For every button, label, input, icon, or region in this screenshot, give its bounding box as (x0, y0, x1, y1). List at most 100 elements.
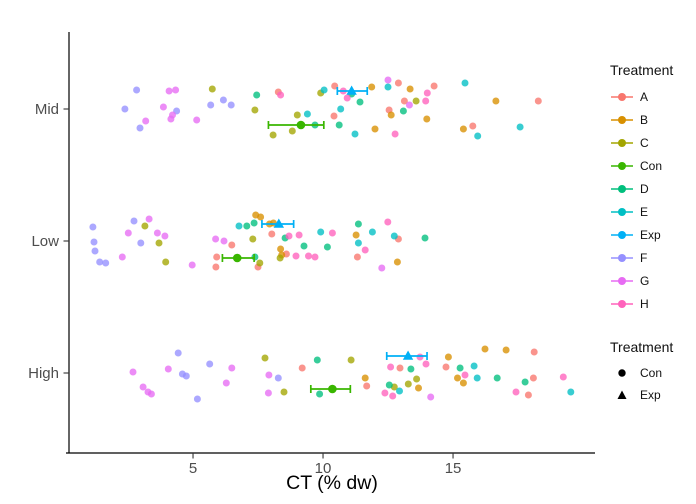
data-point-A (430, 82, 438, 90)
data-point-C (208, 85, 216, 93)
data-point-B (361, 374, 369, 382)
y-tick-label-low: Low (31, 233, 59, 250)
data-point-G (212, 235, 220, 243)
data-point-B (393, 258, 401, 266)
legend-item-con: Con (610, 154, 696, 177)
legend-key-pointrange-icon (611, 161, 633, 170)
data-point-E (473, 374, 481, 382)
data-point-G (264, 389, 272, 397)
data-point-H (305, 252, 312, 260)
x-axis-title: CT (% dw) (286, 472, 378, 494)
data-point-G (222, 379, 230, 387)
data-point-F (90, 238, 98, 246)
legend-item-label: D (640, 181, 649, 196)
data-point-H (512, 388, 520, 396)
y-tick-label-high: High (28, 365, 59, 382)
data-point-H (387, 363, 395, 371)
data-point-D (421, 234, 429, 242)
data-point-G (405, 101, 413, 109)
data-point-H (311, 253, 319, 261)
data-point-H (277, 91, 285, 99)
shape-legend-item-exp: Exp (610, 384, 696, 406)
data-point-G (161, 232, 169, 240)
data-point-H (391, 130, 399, 138)
data-point-G (169, 111, 176, 119)
data-point-E (461, 79, 469, 87)
x-tick-label: 5 (189, 460, 197, 477)
data-point-F (137, 239, 145, 247)
legend-item-label: B (640, 112, 649, 127)
data-point-F (96, 258, 104, 266)
data-point-B (459, 125, 467, 133)
data-point-D (335, 121, 343, 129)
data-point-A (524, 391, 532, 399)
legend-key-pointrange-icon (611, 276, 633, 285)
data-point-A (534, 97, 542, 105)
data-point-B (371, 125, 379, 133)
data-point-H (292, 252, 300, 260)
data-point-G (145, 215, 153, 223)
data-point-D (399, 107, 407, 115)
data-point-E (390, 232, 398, 240)
y-tick-label-mid: Mid (35, 101, 59, 118)
data-point-G (147, 390, 155, 398)
data-point-B (277, 245, 285, 253)
data-point-E (317, 228, 325, 236)
data-point-G (139, 383, 147, 391)
data-point-F (227, 101, 235, 109)
legend-item-label: H (640, 296, 649, 311)
legend-item-a: A (610, 85, 696, 108)
data-point-H (559, 373, 567, 381)
data-point-A (330, 112, 338, 120)
data-point-G (220, 237, 228, 245)
legend-item-label: F (640, 250, 648, 265)
color-legend-items: A B C Con D E Exp F G H (610, 85, 696, 315)
data-point-F (91, 247, 99, 255)
data-point-B (459, 379, 467, 387)
data-point-G (164, 365, 172, 373)
data-point-G (427, 393, 435, 401)
data-point-C (256, 259, 264, 267)
data-point-C (280, 388, 288, 396)
data-point-B (257, 213, 265, 221)
data-point-F (102, 259, 110, 267)
data-point-E (567, 388, 575, 396)
data-point-A (331, 82, 339, 90)
data-point-G (384, 76, 392, 84)
legend-item-d: D (610, 177, 696, 200)
legend-item-label: Exp (640, 227, 661, 242)
data-point-D (253, 91, 261, 99)
data-point-A (363, 382, 371, 390)
data-point-H (461, 371, 469, 379)
data-point-G (188, 261, 196, 269)
color-legend-title: Treatment (610, 62, 674, 78)
shape-legend-items: Con Exp (610, 362, 696, 406)
data-point-A (212, 263, 220, 271)
data-point-E (320, 86, 328, 94)
data-point-G (378, 264, 386, 272)
data-point-D (323, 243, 331, 251)
data-point-G (172, 86, 180, 94)
data-point-F (207, 101, 215, 109)
legend-item-b: B (610, 108, 696, 131)
legend-key-pointrange-icon (611, 230, 633, 239)
data-point-B (423, 115, 431, 123)
data-point-H (422, 97, 430, 105)
legend-key-pointrange-icon (611, 299, 633, 308)
legend-item-f: F (610, 246, 696, 269)
data-point-G (265, 371, 273, 379)
data-point-F (206, 360, 214, 368)
data-point-D (356, 98, 364, 106)
legend-key-pointrange-icon (611, 92, 633, 101)
data-point-H (285, 232, 293, 240)
legend-key-triangle-icon (617, 390, 627, 399)
data-point-G (124, 229, 132, 237)
data-point-B (502, 346, 510, 354)
data-point-F (133, 86, 141, 94)
data-point-B (415, 384, 422, 392)
data-point-H (328, 229, 336, 237)
pointrange-exp-high (385, 350, 428, 360)
legend-key-pointrange-icon (611, 115, 633, 124)
data-point-H (381, 389, 389, 397)
